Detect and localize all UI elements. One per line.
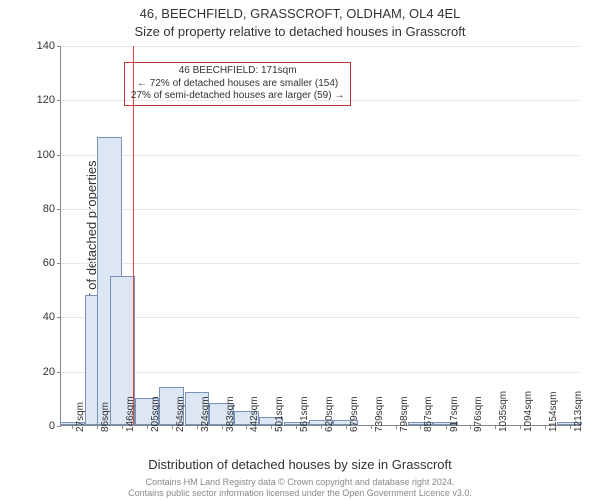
- y-tick-mark: [57, 317, 61, 318]
- x-tick-label: 86sqm: [100, 402, 111, 432]
- x-tick-label: 264sqm: [175, 396, 186, 432]
- x-tick-label: 442sqm: [249, 396, 260, 432]
- x-tick-mark: [371, 425, 372, 429]
- y-tick-label: 40: [43, 311, 55, 323]
- x-tick-label: 561sqm: [299, 396, 310, 432]
- x-tick-mark: [570, 425, 571, 429]
- x-tick-mark: [147, 425, 148, 429]
- chart-footer: Contains HM Land Registry data © Crown c…: [0, 477, 600, 498]
- x-tick-mark: [97, 425, 98, 429]
- x-tick-mark: [470, 425, 471, 429]
- y-tick-mark: [57, 209, 61, 210]
- y-tick-label: 80: [43, 203, 55, 215]
- chart-title-address: 46, BEECHFIELD, GRASSCROFT, OLDHAM, OL4 …: [0, 6, 600, 21]
- chart-subtitle: Size of property relative to detached ho…: [0, 24, 600, 39]
- x-tick-label: 1154sqm: [548, 392, 559, 432]
- gridline: [61, 372, 580, 373]
- y-tick-mark: [57, 46, 61, 47]
- footer-line-1: Contains HM Land Registry data © Crown c…: [0, 477, 600, 487]
- x-tick-mark: [172, 425, 173, 429]
- gridline: [61, 46, 580, 47]
- y-tick-mark: [57, 372, 61, 373]
- y-tick-mark: [57, 100, 61, 101]
- gridline: [61, 155, 580, 156]
- y-tick-label: 60: [43, 257, 55, 269]
- x-tick-label: 620sqm: [324, 396, 335, 432]
- x-tick-label: 1213sqm: [573, 391, 584, 432]
- y-tick-mark: [57, 155, 61, 156]
- y-tick-mark: [57, 426, 61, 427]
- x-tick-mark: [545, 425, 546, 429]
- x-tick-label: 679sqm: [349, 396, 360, 432]
- y-tick-mark: [57, 263, 61, 264]
- x-tick-mark: [346, 425, 347, 429]
- x-tick-mark: [321, 425, 322, 429]
- x-tick-mark: [495, 425, 496, 429]
- y-tick-label: 20: [43, 366, 55, 378]
- x-tick-label: 383sqm: [225, 396, 236, 432]
- x-tick-label: 324sqm: [200, 396, 211, 432]
- x-tick-label: 798sqm: [399, 396, 410, 432]
- x-tick-label: 205sqm: [150, 396, 161, 432]
- footer-line-2: Contains public sector information licen…: [0, 488, 600, 498]
- x-tick-mark: [396, 425, 397, 429]
- annotation-line-1: 46 BEECHFIELD: 171sqm: [131, 65, 344, 78]
- y-tick-label: 140: [37, 40, 55, 52]
- x-tick-mark: [122, 425, 123, 429]
- annotation-box: 46 BEECHFIELD: 171sqm← 72% of detached h…: [124, 62, 351, 106]
- x-tick-label: 146sqm: [125, 396, 136, 432]
- x-tick-label: 739sqm: [374, 396, 385, 432]
- annotation-line-2: ← 72% of detached houses are smaller (15…: [131, 78, 344, 91]
- x-axis-label: Distribution of detached houses by size …: [0, 457, 600, 472]
- x-tick-mark: [246, 425, 247, 429]
- x-tick-mark: [446, 425, 447, 429]
- chart-container: 46, BEECHFIELD, GRASSCROFT, OLDHAM, OL4 …: [0, 0, 600, 500]
- x-tick-mark: [72, 425, 73, 429]
- x-tick-mark: [222, 425, 223, 429]
- plot-area: 02040608010012014027sqm86sqm146sqm205sqm…: [60, 46, 580, 426]
- y-tick-label: 0: [49, 420, 55, 432]
- x-tick-label: 501sqm: [274, 396, 285, 432]
- x-tick-label: 27sqm: [75, 402, 86, 432]
- gridline: [61, 209, 580, 210]
- x-tick-mark: [420, 425, 421, 429]
- x-tick-label: 857sqm: [423, 396, 434, 432]
- x-tick-label: 1094sqm: [523, 391, 534, 432]
- x-tick-mark: [197, 425, 198, 429]
- x-tick-mark: [271, 425, 272, 429]
- x-tick-label: 976sqm: [473, 396, 484, 432]
- gridline: [61, 317, 580, 318]
- x-tick-mark: [296, 425, 297, 429]
- x-tick-label: 1035sqm: [498, 391, 509, 432]
- y-tick-label: 120: [37, 94, 55, 106]
- y-tick-label: 100: [37, 149, 55, 161]
- x-tick-mark: [520, 425, 521, 429]
- annotation-line-3: 27% of semi-detached houses are larger (…: [131, 90, 344, 103]
- x-tick-label: 917sqm: [449, 396, 460, 432]
- gridline: [61, 263, 580, 264]
